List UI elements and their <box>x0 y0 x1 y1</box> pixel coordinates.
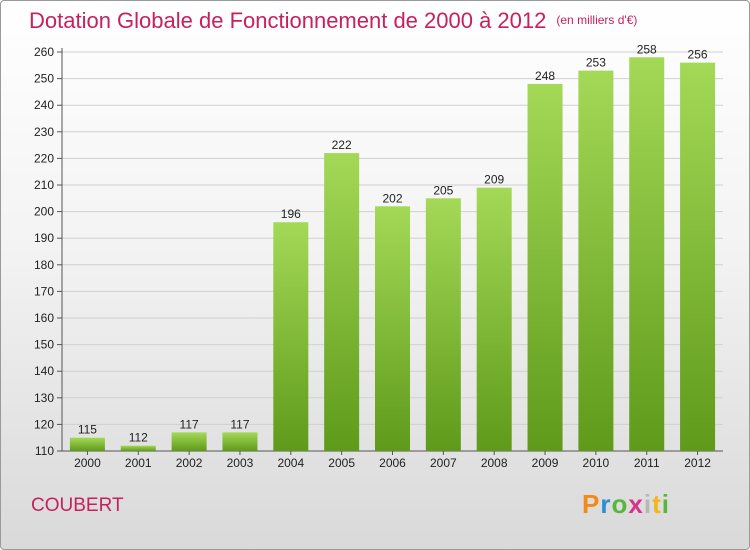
data-label: 256 <box>688 48 708 62</box>
bar <box>425 198 461 451</box>
y-tick-label: 180 <box>34 258 54 272</box>
x-tick-label: 2003 <box>227 456 254 470</box>
data-labels: 115 112 117 117 196 222 202 205 209 248 253 258 256 <box>78 42 708 444</box>
bar <box>222 432 258 451</box>
data-label: 258 <box>637 42 657 56</box>
data-label: 253 <box>586 56 606 70</box>
x-tick-label: 2000 <box>74 456 101 470</box>
y-tick-label: 160 <box>34 311 54 325</box>
commune-name: COUBERT <box>31 495 124 516</box>
data-label: 222 <box>332 138 352 152</box>
y-tick-label: 190 <box>34 231 54 245</box>
data-label: 117 <box>230 417 249 431</box>
data-label: 209 <box>484 173 504 187</box>
data-label: 112 <box>129 431 148 445</box>
data-label: 202 <box>382 191 402 205</box>
x-tick-label: 2006 <box>379 456 406 470</box>
x-tick-label: 2011 <box>634 456 660 470</box>
y-tick-label: 260 <box>34 45 54 59</box>
bar <box>324 153 360 451</box>
y-tick-label: 170 <box>34 284 54 298</box>
y-tick-label: 130 <box>34 391 54 405</box>
bar <box>171 432 207 451</box>
title-text: Dotation Globale de Fonctionnement de 20… <box>29 8 547 33</box>
y-tick-label: 230 <box>34 125 54 139</box>
data-label: 248 <box>535 69 555 83</box>
x-tick-label: 2007 <box>430 456 457 470</box>
data-label: 117 <box>180 417 199 431</box>
y-tick-label: 120 <box>34 417 54 431</box>
x-tick-label: 2002 <box>176 456 203 470</box>
x-tick-label: 2009 <box>532 456 559 470</box>
y-tick-label: 140 <box>34 364 54 378</box>
bar <box>375 206 410 451</box>
bar <box>527 83 563 452</box>
x-tick-label: 2004 <box>277 456 304 470</box>
bar <box>680 62 716 451</box>
y-tick-label: 150 <box>34 338 54 352</box>
x-tick-label: 2010 <box>583 456 610 470</box>
bar <box>476 187 512 451</box>
unit-label: (en milliers d'€) <box>556 13 638 27</box>
bars <box>69 57 716 452</box>
y-tick-label: 250 <box>34 72 54 86</box>
bar <box>578 70 614 452</box>
y-tick-label: 210 <box>34 178 54 192</box>
y-tick-label: 220 <box>34 151 54 165</box>
y-tick-label: 200 <box>34 205 54 219</box>
proxiti-logo: Proxiti <box>582 489 670 519</box>
x-tick-label: 2005 <box>328 456 355 470</box>
y-tick-label: 110 <box>35 444 54 458</box>
data-label: 115 <box>78 423 97 437</box>
bar <box>120 445 156 451</box>
data-label: 196 <box>281 207 301 221</box>
bar <box>629 57 665 451</box>
bar <box>69 437 105 451</box>
x-tick-label: 2008 <box>481 456 508 470</box>
x-tick-label: 2001 <box>125 456 152 470</box>
x-tick-label: 2012 <box>684 456 711 470</box>
axes: 110 120 130 140 150 160 170 180 190 200 210 220 230 2… <box>34 45 723 470</box>
data-label: 205 <box>433 183 453 197</box>
bar <box>273 222 309 451</box>
chart-title: Dotation Globale de Fonctionnement de 20… <box>29 8 637 34</box>
y-tick-label: 240 <box>34 98 54 112</box>
